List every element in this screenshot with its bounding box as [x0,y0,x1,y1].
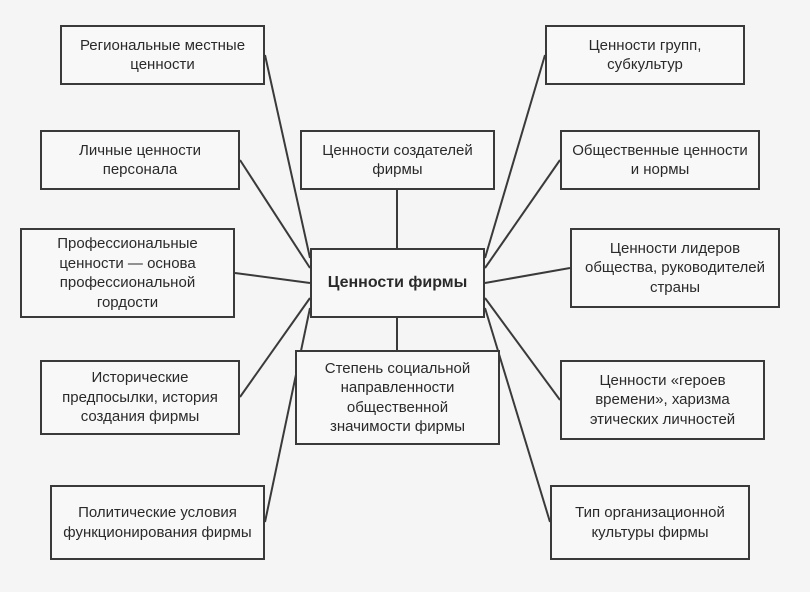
node-label: Региональные местные ценности [72,36,253,75]
edge [235,273,310,283]
node-label: Ценности «героев времени», харизма этиче… [572,371,753,430]
node-label: Личные ценности персонала [52,141,228,180]
node-label: Ценности групп, субкультур [557,36,733,75]
node-l1: Региональные местные ценности [60,25,265,85]
node-label: Общественные ценности и нормы [572,141,748,180]
diagram-container: Ценности фирмы Ценности создателей фирмы… [0,0,810,592]
node-label: Ценности лидеров общества, руководителей… [582,239,768,298]
node-r4: Ценности «героев времени», харизма этиче… [560,360,765,440]
node-l3: Профессиональные ценности — основа профе… [20,228,235,318]
node-r2: Общественные ценности и нормы [560,130,760,190]
node-label: Тип организационной культуры фирмы [562,503,738,542]
node-label: Профессиональные ценности — основа профе… [32,234,223,312]
node-bottom: Степень социальной направленности общест… [295,350,500,445]
node-l5: Политические условия функционирования фи… [50,485,265,560]
node-r5: Тип организационной культуры фирмы [550,485,750,560]
node-r3: Ценности лидеров общества, руководителей… [570,228,780,308]
node-label: Степень социальной направленности общест… [307,359,488,437]
node-label: Политические условия функционирования фи… [62,503,253,542]
edge [485,160,560,268]
node-label: Ценности создателей фирмы [312,141,483,180]
node-r1: Ценности групп, субкультур [545,25,745,85]
node-label: Ценности фирмы [328,273,468,294]
node-l2: Личные ценности персонала [40,130,240,190]
node-top: Ценности создателей фирмы [300,130,495,190]
node-center: Ценности фирмы [310,248,485,318]
node-l4: Исторические предпосылки, история создан… [40,360,240,435]
edge [485,268,570,283]
node-label: Исторические предпосылки, история создан… [52,368,228,427]
